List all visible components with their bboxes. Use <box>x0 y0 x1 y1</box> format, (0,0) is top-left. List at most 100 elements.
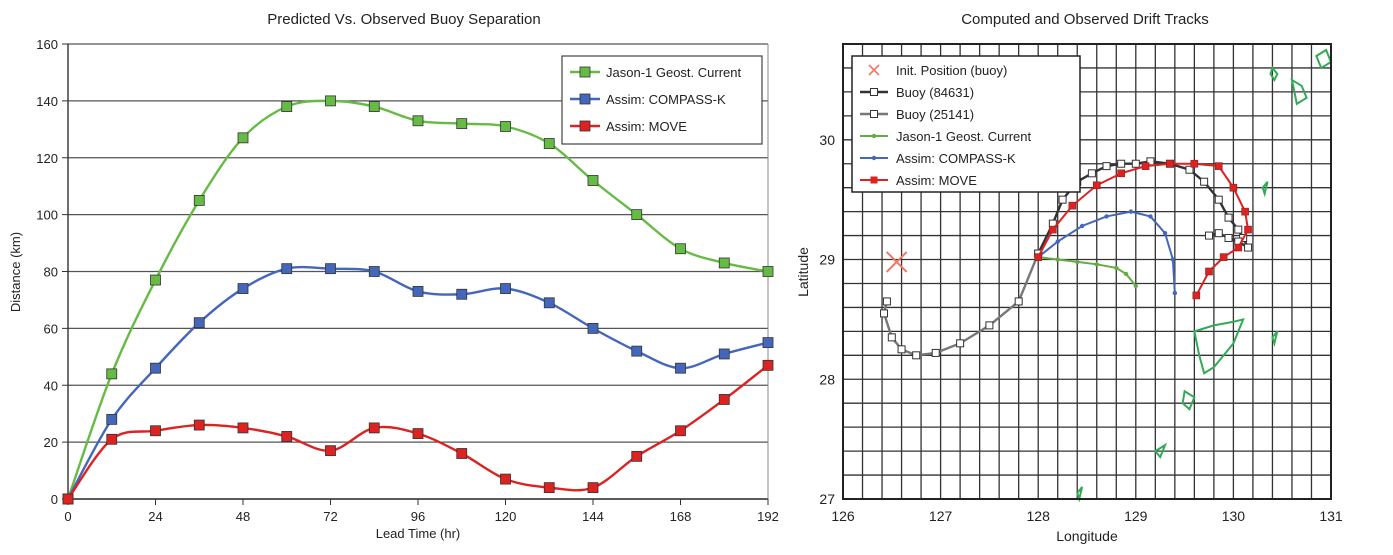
track-point <box>882 297 891 306</box>
data-point <box>106 368 118 380</box>
data-point <box>500 473 511 485</box>
data-point <box>718 348 730 360</box>
data-point <box>106 433 118 445</box>
data-point <box>456 118 468 130</box>
data-point <box>718 257 730 269</box>
y-axis-label: Latitude <box>795 247 811 297</box>
track-point <box>956 339 965 348</box>
data-point <box>237 422 249 434</box>
data-point <box>587 175 599 186</box>
x-tick-label: 72 <box>323 509 337 524</box>
data-point <box>150 362 161 374</box>
island-outline <box>1269 65 1279 82</box>
y-tick-label: 160 <box>36 37 58 52</box>
track-point <box>1214 162 1223 170</box>
x-axis-label: Lead Time (hr) <box>376 526 461 541</box>
data-point <box>675 425 686 437</box>
data-point <box>631 209 643 221</box>
island-outline <box>1153 442 1168 460</box>
track-point <box>1034 253 1042 261</box>
track-line <box>882 253 1040 357</box>
y-axis-label: Distance (km) <box>8 232 23 312</box>
chart-title: Computed and Observed Drift Tracks <box>961 11 1209 28</box>
track-point <box>912 351 921 360</box>
track-point <box>1205 231 1213 240</box>
y-tick-label: 60 <box>44 321 58 336</box>
data-point <box>281 431 293 442</box>
y-tick-label: 40 <box>44 378 58 393</box>
island-outline <box>1261 181 1269 198</box>
x-axis-label: Longitude <box>1056 528 1118 544</box>
data-point <box>456 448 468 459</box>
legend-label: Assim: MOVE <box>606 119 687 134</box>
y-tick-label: 30 <box>819 132 835 148</box>
track-point <box>897 345 906 354</box>
y-tick-label: 140 <box>36 94 58 109</box>
map-frame <box>842 43 1332 500</box>
track-point <box>1192 291 1201 300</box>
x-tick-label: 127 <box>929 508 953 524</box>
legend-label: Buoy (84631) <box>896 85 974 100</box>
data-point <box>543 297 555 309</box>
track-point <box>1068 201 1077 210</box>
legend-label: Assim: COMPASS-K <box>606 92 726 107</box>
track-point <box>1117 159 1126 168</box>
track-point <box>1049 225 1057 234</box>
x-tick-label: 168 <box>670 509 692 524</box>
x-tick-label: 128 <box>1027 508 1051 524</box>
legend-label: Assim: MOVE <box>896 173 977 188</box>
track-point <box>1219 253 1228 261</box>
legend: Init. Position (buoy) Buoy (84631) Buoy (2… <box>851 55 1081 193</box>
data-point <box>412 428 424 439</box>
x-tick-label: 130 <box>1222 508 1246 524</box>
y-tick-label: 28 <box>819 371 835 387</box>
data-point <box>106 413 118 425</box>
track-point <box>1190 159 1199 168</box>
track-point <box>1200 177 1209 186</box>
x-tick-label: 144 <box>582 509 604 524</box>
track-point <box>1229 183 1238 192</box>
track-point <box>1214 229 1223 238</box>
track-point <box>1244 243 1253 252</box>
track-line <box>1037 162 1250 296</box>
data-point <box>281 263 293 275</box>
track-point <box>1075 259 1080 265</box>
x-tick-label: 192 <box>757 509 779 524</box>
data-point <box>762 266 774 277</box>
island-outline <box>1181 389 1196 411</box>
y-tick-label: 80 <box>44 265 58 280</box>
island-outline <box>1290 77 1308 106</box>
track-point <box>1055 239 1060 244</box>
data-point <box>325 95 336 107</box>
track-point <box>1102 162 1111 171</box>
y-tick-label: 29 <box>819 252 835 268</box>
y-tick-label: 27 <box>819 491 835 507</box>
data-point <box>631 450 643 462</box>
track-point <box>1234 243 1243 252</box>
data-point <box>325 445 336 457</box>
x-tick-label: 126 <box>831 508 855 524</box>
track-point <box>931 348 940 357</box>
track-point <box>1224 213 1233 222</box>
x-tick-label: 96 <box>411 509 425 524</box>
legend: Jason-1 Geost. Current Assim: COMPASS-K As… <box>561 55 763 145</box>
track-point <box>1241 207 1249 216</box>
data-point <box>762 337 774 348</box>
track-point <box>985 321 994 330</box>
data-point <box>718 394 730 405</box>
data-point <box>237 283 249 294</box>
x-tick-label: 48 <box>236 509 250 524</box>
track-point <box>1166 159 1174 168</box>
legend-marker <box>868 64 880 76</box>
track-point <box>1162 230 1168 236</box>
track-point <box>1214 195 1223 204</box>
track-point <box>1114 265 1119 271</box>
legend-label: Buoy (25141) <box>896 107 974 122</box>
x-tick-label: 120 <box>495 509 517 524</box>
data-point <box>543 138 555 149</box>
x-tick-label: 24 <box>148 509 162 524</box>
data-point <box>675 362 686 374</box>
legend-marker <box>871 133 877 139</box>
drift-chart: Computed and Observed Drift Tracks 126 12… <box>795 11 1343 544</box>
